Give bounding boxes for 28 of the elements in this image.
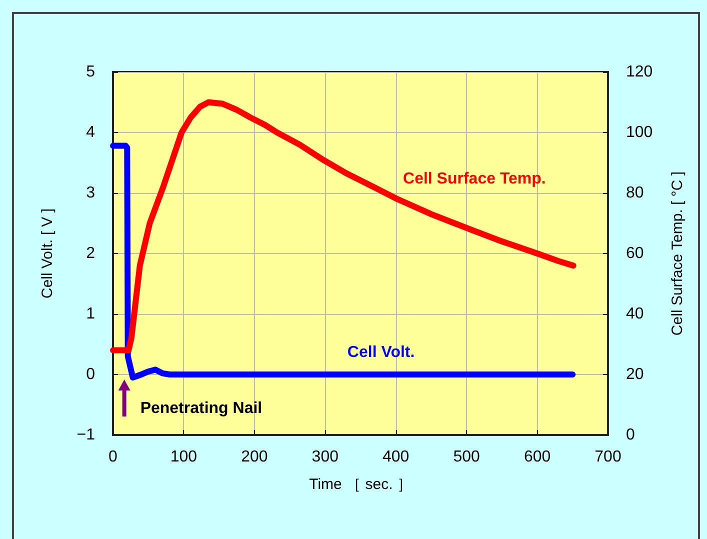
- y-tick-label: 0: [86, 366, 96, 383]
- x-tick-label: 200: [241, 448, 268, 466]
- y-tick-label: −1: [76, 426, 96, 444]
- x-tick-label: 500: [453, 448, 480, 466]
- x-tick-label: 400: [382, 448, 410, 466]
- y2-axis-title: Cell Surface Temp. [ °C ]: [669, 171, 686, 336]
- y-tick-label: 1: [86, 306, 96, 322]
- annotation: Penetrating Nail: [140, 400, 262, 417]
- y2-tick-label: 40: [626, 306, 644, 322]
- y2-tick-label: 120: [626, 64, 653, 80]
- series-label: Cell Volt.: [347, 344, 415, 361]
- y2-tick-label: 100: [626, 124, 653, 141]
- series-label: Cell Surface Temp.: [403, 170, 546, 188]
- x-axis-title: Time ［ sec. ］: [309, 476, 412, 493]
- y2-tick-label: 80: [626, 184, 644, 202]
- x-tick-label: 100: [170, 448, 198, 466]
- x-tick-label: 600: [524, 448, 551, 466]
- y-tick-label: 5: [86, 64, 96, 80]
- y-tick-label: 3: [86, 184, 96, 202]
- x-tick-label: 300: [312, 448, 339, 466]
- x-tick-label: 700: [594, 448, 622, 466]
- y2-tick-label: 20: [626, 366, 644, 383]
- y2-tick-label: 60: [626, 245, 644, 262]
- y2-tick-label: 0: [626, 426, 635, 444]
- y-tick-label: 4: [86, 124, 96, 141]
- y-axis-title: Cell Volt. [ V ]: [39, 208, 56, 299]
- x-tick-label: 0: [108, 448, 118, 466]
- y-tick-label: 2: [86, 245, 96, 262]
